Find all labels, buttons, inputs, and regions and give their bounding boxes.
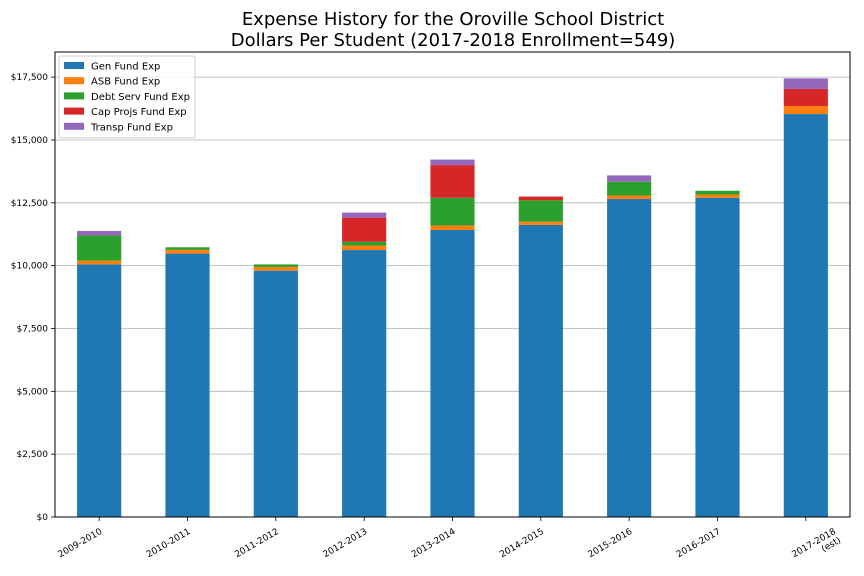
bar-segment	[342, 245, 387, 251]
legend-swatch	[64, 122, 84, 130]
y-tick-label: $2,500	[17, 450, 49, 460]
bar-segment	[342, 217, 387, 242]
bar-segment	[77, 230, 122, 236]
bar-segment	[783, 106, 828, 115]
legend-swatch	[64, 92, 84, 100]
bar-segment	[77, 235, 122, 261]
y-axis: $0 $2,500 $5,000 $7,500 $10,000 $12,500 $15,00…	[11, 73, 55, 523]
legend-swatch	[64, 77, 84, 85]
chart-subtitle: Dollars Per Student (2017-2018 Enrollmen…	[231, 30, 676, 51]
bar-segment	[518, 196, 563, 201]
chart-title: Expense History for the Oroville School …	[242, 9, 664, 30]
bar-segment	[342, 241, 387, 246]
legend-entry: Cap Projs Fund Exp	[91, 107, 187, 118]
legend-entry: Transp Fund Exp	[90, 122, 173, 133]
bar-segment	[518, 200, 563, 222]
bar-segment	[695, 197, 740, 517]
bars	[77, 78, 828, 518]
bar-segment	[342, 250, 387, 517]
y-tick-label: $0	[37, 513, 49, 523]
bar-segment	[165, 247, 210, 250]
bar-segment	[783, 78, 828, 89]
legend-entry: Debt Serv Fund Exp	[91, 92, 190, 103]
bar-segment	[253, 266, 298, 271]
bar-segment	[430, 165, 475, 198]
bar-segment	[783, 88, 828, 107]
bar-segment	[783, 114, 828, 517]
y-tick-label: $12,500	[11, 199, 48, 209]
bar-segment	[165, 253, 210, 517]
bar-segment	[430, 159, 475, 166]
bar-segment	[607, 175, 652, 182]
bar-segment	[77, 260, 122, 265]
legend-swatch	[64, 62, 84, 69]
y-tick-label: $5,000	[17, 387, 49, 397]
bar-segment	[165, 249, 210, 254]
legend-swatch	[64, 107, 84, 115]
bar-segment	[607, 181, 652, 196]
bar-segment	[518, 221, 563, 225]
bar-segment	[77, 264, 122, 517]
y-tick-label: $10,000	[11, 262, 48, 272]
bar-segment	[253, 270, 298, 517]
legend-box	[58, 55, 196, 139]
bar-segment	[607, 195, 652, 200]
y-tick-label: $7,500	[17, 324, 49, 334]
bar-segment	[695, 194, 740, 198]
legend-entry: ASB Fund Exp	[91, 77, 160, 88]
bar-segment	[430, 197, 475, 226]
bar-segment	[342, 212, 387, 218]
bar-segment	[430, 229, 475, 517]
bar-segment	[430, 225, 475, 230]
legend: Gen Fund Exp ASB Fund Exp Debt Serv Fund E…	[58, 55, 196, 139]
bar-segment	[253, 264, 298, 267]
y-tick-label: $17,500	[11, 73, 48, 83]
bar-segment	[607, 199, 652, 518]
bar-segment	[518, 224, 563, 517]
legend-entry: Gen Fund Exp	[91, 62, 160, 73]
y-tick-label: $15,000	[11, 136, 48, 146]
bar-segment	[695, 190, 740, 195]
